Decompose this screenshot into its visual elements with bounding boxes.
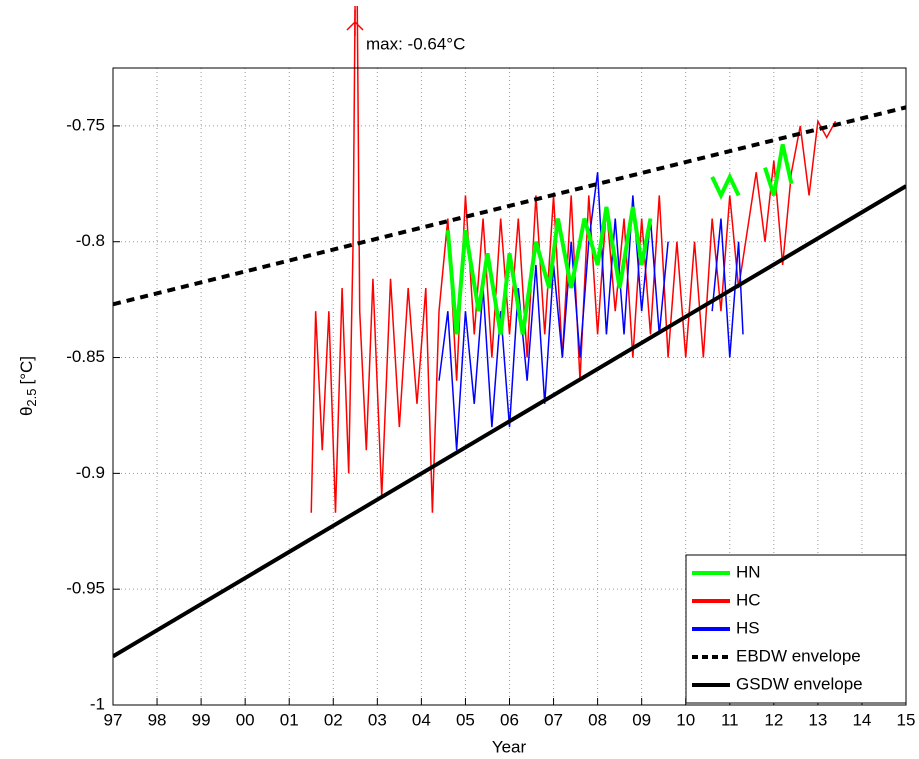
series-line [113, 105, 906, 307]
y-tick-label: -0.85 [66, 347, 105, 366]
x-tick-label: 10 [676, 710, 695, 729]
annotation: max: -0.64°C [366, 34, 465, 53]
x-tick-label: 08 [588, 710, 607, 729]
legend-label: GSDW envelope [736, 674, 863, 693]
x-tick-label: 14 [852, 710, 871, 729]
x-tick-label: 13 [808, 710, 827, 729]
x-tick-label: 98 [148, 710, 167, 729]
y-tick-label: -0.8 [76, 231, 105, 250]
x-tick-label: 06 [500, 710, 519, 729]
y-label-unit: [°C] [17, 356, 36, 385]
x-tick-label: 01 [280, 710, 299, 729]
legend-label: HN [736, 562, 761, 581]
y-axis-label: θ2.5 [°C] [17, 356, 39, 416]
max-arrow [346, 10, 364, 36]
y-label-symbol: θ [17, 407, 36, 416]
x-tick-label: 05 [456, 710, 475, 729]
y-label-subscript: 2.5 [24, 388, 39, 406]
y-tick-label: -0.75 [66, 115, 105, 134]
series-line [445, 144, 794, 335]
series-line [310, 6, 837, 513]
x-tick-label: 11 [721, 710, 739, 729]
x-axis-label: Year [492, 737, 527, 756]
legend-label: EBDW envelope [736, 646, 861, 665]
y-tick-label: -0.9 [76, 463, 105, 482]
legend-label: HS [736, 618, 760, 637]
x-tick-label: 03 [368, 710, 387, 729]
x-tick-label: 97 [104, 710, 123, 729]
y-tick-label: -0.95 [66, 579, 105, 598]
series-line [113, 184, 906, 659]
x-tick-label: 04 [412, 710, 431, 729]
y-tick-label: -1 [90, 694, 105, 713]
x-tick-label: 99 [192, 710, 211, 729]
x-tick-label: 07 [544, 710, 563, 729]
x-tick-label: 09 [632, 710, 651, 729]
x-tick-label: 15 [897, 710, 916, 729]
x-tick-label: 12 [764, 710, 783, 729]
x-tick-label: 02 [324, 710, 343, 729]
x-tick-label: 00 [236, 710, 255, 729]
legend-label: HC [736, 590, 761, 609]
